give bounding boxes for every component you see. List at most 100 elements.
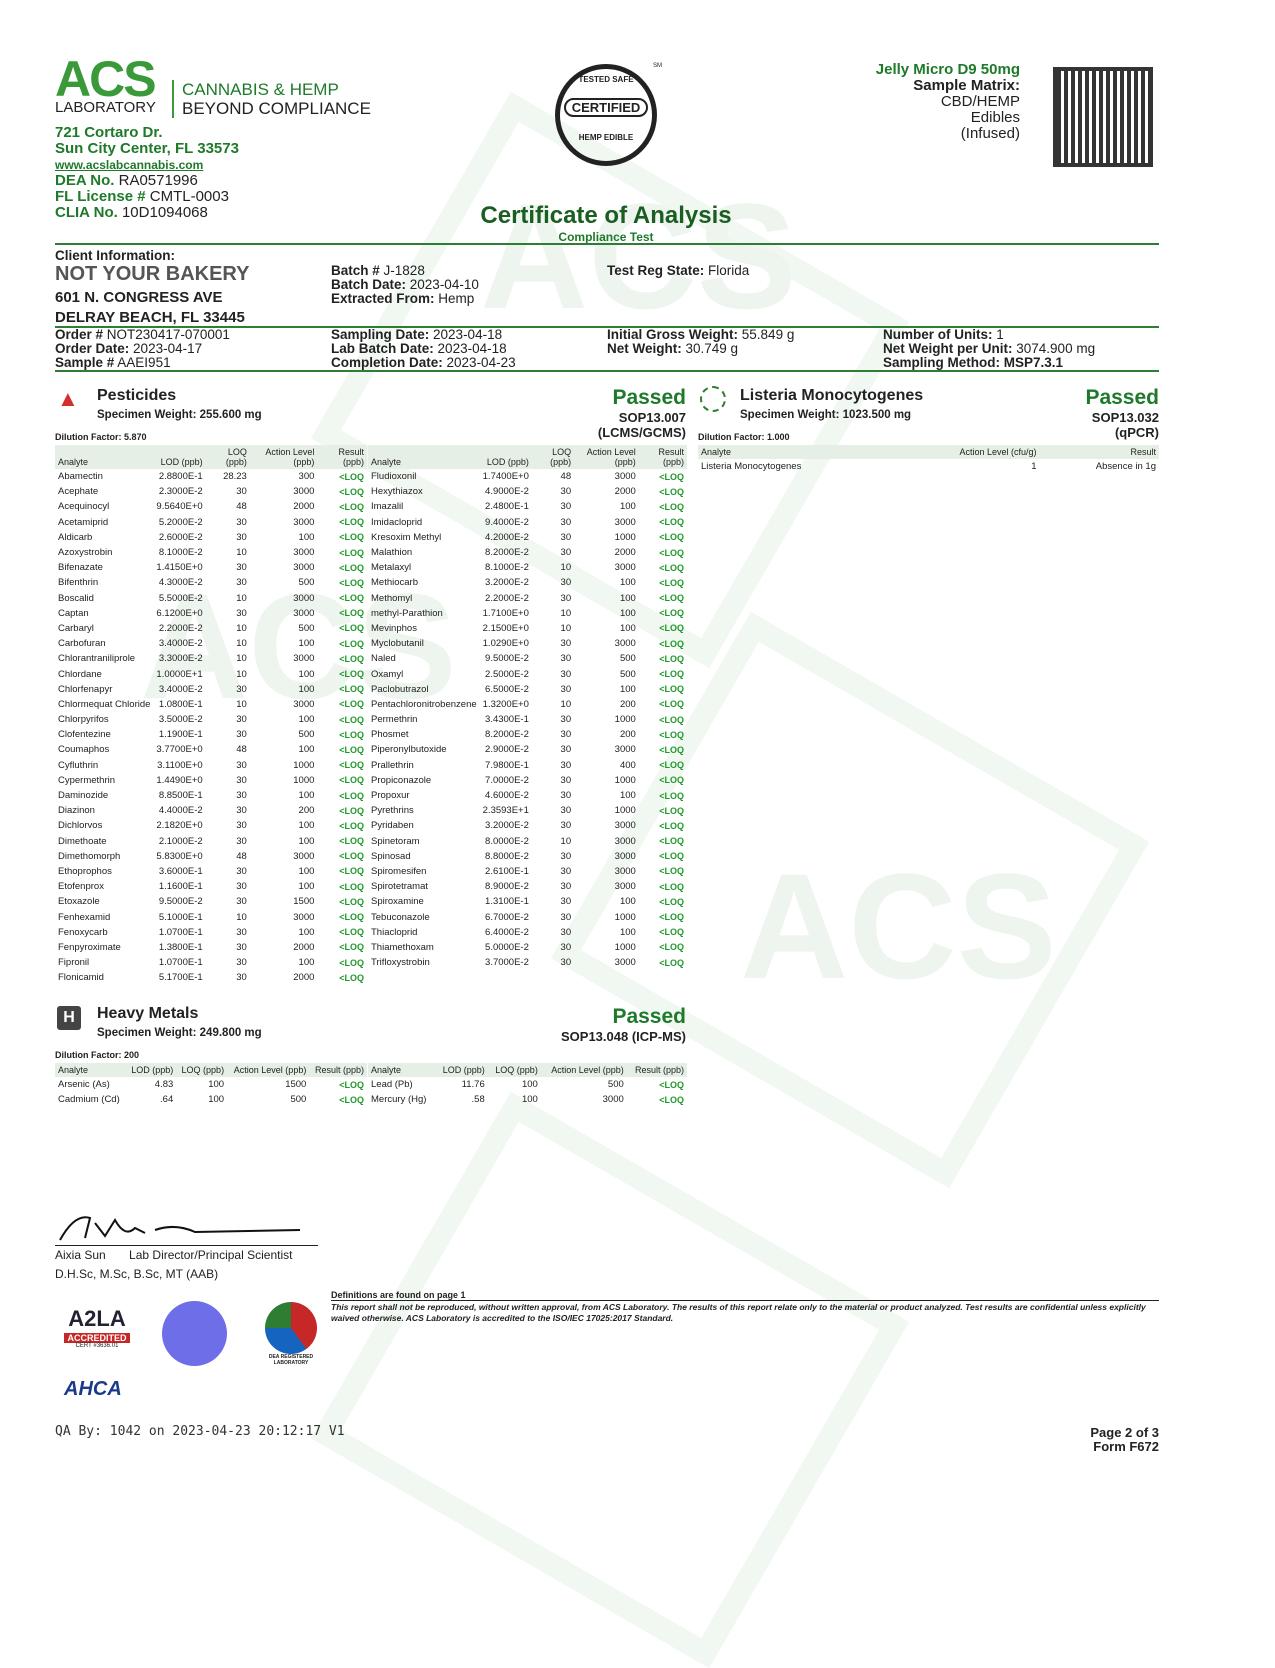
value-cell: 500 [298, 729, 315, 741]
value-cell: 3000 [293, 562, 315, 574]
metals-status: Passed SOP13.048 (ICP-MS) [561, 1005, 686, 1044]
value-cell: 30 [560, 486, 572, 498]
value-cell: 500 [619, 653, 636, 665]
column-header: Analyte [698, 445, 890, 459]
value-cell: 10 [236, 547, 247, 559]
value-cell: 30 [236, 683, 247, 695]
result-cell: <LOQ [339, 836, 364, 847]
analyte-cell: Phosmet [371, 729, 409, 741]
table-row: Chlorfenapyr 3.4000E-2 30 100 <LOQ [55, 682, 367, 697]
column-header: Action Level (ppb) [540, 1063, 627, 1077]
value-cell: 6.5000E-2 [485, 683, 529, 695]
analyte-cell: Pentachloronitrobenzene [371, 698, 477, 710]
value-cell: 100 [298, 957, 315, 969]
value-cell: 1000 [614, 911, 636, 923]
value-cell: 30 [560, 941, 572, 953]
table-row: Abamectin 2.8800E-1 28.23 300 <LOQ [55, 469, 367, 484]
signature-block: Aixia Sun Lab Director/Principal Scienti… [55, 1245, 318, 1281]
result-cell: <LOQ [339, 820, 364, 831]
value-cell: 8.2000E-2 [485, 547, 529, 559]
page-subtitle: Compliance Test [558, 230, 654, 244]
result-cell: <LOQ [659, 638, 684, 649]
value-cell: 3.4000E-2 [158, 638, 203, 650]
table-row: Kresoxim Methyl 4.2000E-2 30 1000 <LOQ [368, 530, 687, 545]
value-cell: 100 [208, 1079, 225, 1091]
value-cell: 6.4000E-2 [485, 926, 529, 938]
pesticides-dilution: Dilution Factor: 5.870 [55, 432, 147, 442]
result-cell: <LOQ [339, 623, 364, 634]
result-cell: <LOQ [339, 517, 364, 528]
value-cell: 100 [298, 820, 315, 832]
table-row: Thiamethoxam 5.0000E-2 30 1000 <LOQ [368, 940, 687, 955]
value-cell: 100 [619, 592, 636, 604]
value-cell: 30 [560, 820, 572, 832]
value-cell: 30 [560, 516, 572, 528]
result-cell: <LOQ [339, 729, 364, 740]
value-cell: 2000 [614, 486, 636, 498]
value-cell: 1000 [614, 774, 636, 786]
result-cell: <LOQ [339, 699, 364, 710]
column-header: LOQ (ppb) [205, 445, 250, 469]
result-cell: <LOQ [339, 912, 364, 923]
table-header-row: Analyte LOD (ppb) LOQ (ppb) Action Level (p… [368, 445, 687, 469]
value-cell: 5.1000E-1 [158, 911, 203, 923]
value-cell: 2.4800E-1 [485, 501, 529, 513]
analyte-cell: Methiocarb [371, 577, 418, 589]
column-header: LOQ (ppb) [531, 445, 575, 469]
value-cell: 3.7700E+0 [156, 744, 203, 756]
value-cell: 30 [560, 653, 572, 665]
table-row: Paclobutrazol 6.5000E-2 30 100 <LOQ [368, 682, 687, 697]
analyte-cell: Fenpyroximate [58, 941, 121, 953]
units-info: Number of Units: 1 Net Weight per Unit: … [883, 327, 1096, 370]
metals-table-right: Analyte LOD (ppb) LOQ (ppb) Action Level (p… [368, 1063, 687, 1107]
analyte-cell: Azoxystrobin [58, 547, 113, 559]
column-header: Action Level (cfu/g) [889, 445, 1040, 459]
value-cell: 3000 [293, 607, 315, 619]
table-row: Pyrethrins 2.3593E+1 30 1000 <LOQ [368, 803, 687, 818]
disclaimer: This report shall not be reproduced, wit… [331, 1300, 1159, 1324]
table-row: Cadmium (Cd) .64 100 500 <LOQ [55, 1092, 367, 1107]
table-row: Trifloxystrobin 3.7000E-2 30 3000 <LOQ [368, 955, 687, 970]
value-cell: 1000 [614, 941, 636, 953]
result-cell: <LOQ [659, 714, 684, 725]
dea-logo: DEA REGISTERED LABORATORY [258, 1302, 324, 1366]
result-cell: <LOQ [659, 1079, 684, 1090]
analyte-cell: Daminozide [58, 790, 109, 802]
value-cell: 100 [298, 926, 315, 938]
website-link[interactable]: www.acslabcannabis.com [55, 158, 204, 172]
value-cell: 2.2000E-2 [158, 622, 203, 634]
column-header: Analyte [368, 1063, 436, 1077]
result-cell: <LOQ [659, 547, 684, 558]
value-cell: 30 [560, 501, 572, 513]
value-cell: 1.1900E-1 [158, 729, 203, 741]
analyte-cell: Acephate [58, 486, 99, 498]
analyte-cell: Fludioxonil [371, 471, 417, 483]
analyte-cell: Clofentezine [58, 729, 111, 741]
value-cell: 1.4490E+0 [156, 774, 203, 786]
result-cell: <LOQ [659, 912, 684, 923]
table-header-row: Analyte LOD (ppb) LOQ (ppb) Action Level (p… [55, 1063, 367, 1077]
result-cell: <LOQ [659, 501, 684, 512]
value-cell: 500 [298, 622, 315, 634]
analyte-cell: Listeria Monocytogenes [701, 461, 802, 473]
table-row: Prallethrin 7.9800E-1 30 400 <LOQ [368, 758, 687, 773]
value-cell: 9.5640E+0 [156, 501, 203, 513]
table-row: Mevinphos 2.1500E+0 10 100 <LOQ [368, 621, 687, 636]
listeria-dilution: Dilution Factor: 1.000 [698, 432, 790, 442]
analyte-cell: Captan [58, 607, 89, 619]
column-header: Action Level (ppb) [249, 445, 318, 469]
value-cell: 30 [560, 577, 572, 589]
value-cell: 1500 [285, 1079, 307, 1091]
result-cell: <LOQ [659, 881, 684, 892]
ckaa-logo [162, 1301, 227, 1366]
value-cell: 30 [560, 592, 572, 604]
analyte-cell: Methomyl [371, 592, 413, 604]
signature-image [59, 1216, 301, 1241]
analyte-cell: Malathion [371, 547, 413, 559]
value-cell: 48 [236, 501, 247, 513]
value-cell: 30 [236, 805, 247, 817]
result-cell: <LOQ [659, 836, 684, 847]
value-cell: 30 [560, 957, 572, 969]
analyte-cell: Spiromesifen [371, 865, 427, 877]
value-cell: 30 [236, 865, 247, 877]
